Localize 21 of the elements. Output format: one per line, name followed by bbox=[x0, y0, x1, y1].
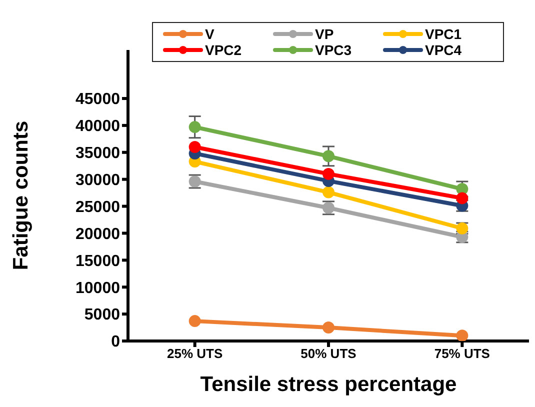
y-tick-label: 45000 bbox=[76, 91, 120, 108]
y-tick-label: 10000 bbox=[76, 280, 120, 297]
y-tick-label: 25000 bbox=[76, 198, 120, 216]
legend-label: V bbox=[205, 26, 214, 42]
legend-label: VPC3 bbox=[315, 42, 352, 58]
x-tick-label: 50% UTS bbox=[300, 346, 357, 362]
y-tick-label: 40000 bbox=[76, 118, 120, 136]
legend-label: VP bbox=[315, 26, 334, 42]
legend-label: VPC4 bbox=[425, 42, 462, 58]
x-tick-label: 75% UTS bbox=[434, 346, 490, 362]
legend-label: VPC2 bbox=[205, 42, 242, 58]
y-tick-label: 35000 bbox=[76, 145, 120, 162]
y-tick-label: 20000 bbox=[76, 226, 120, 243]
x-axis-title: Tensile stress percentage bbox=[200, 373, 457, 396]
x-tick-label: 25% UTS bbox=[167, 346, 223, 362]
y-axis-title: Fatigue counts bbox=[9, 120, 32, 270]
legend-label: VPC1 bbox=[425, 26, 462, 42]
y-tick-label: 15000 bbox=[76, 252, 120, 270]
y-tick-label: 0 bbox=[111, 334, 120, 351]
y-tick-label: 5000 bbox=[84, 306, 120, 324]
y-tick-label: 30000 bbox=[76, 172, 120, 190]
